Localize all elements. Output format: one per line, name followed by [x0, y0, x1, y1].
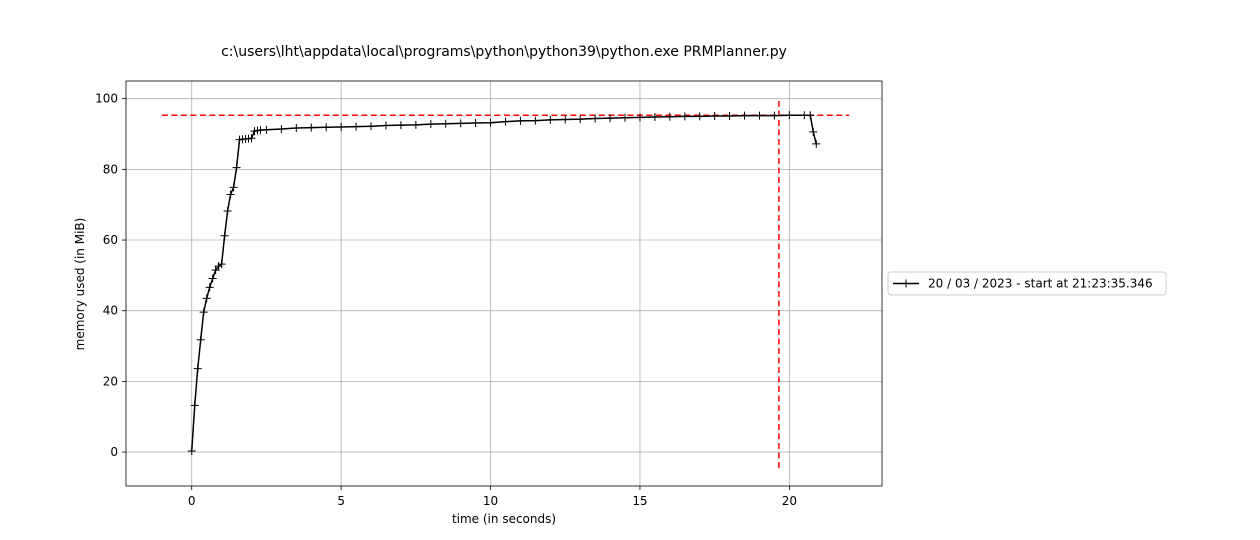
legend: 20 / 03 / 2023 - start at 21:23:35.346	[887, 271, 1167, 296]
data-point-marker	[307, 123, 316, 132]
data-point-marker	[546, 115, 555, 124]
data-point-marker	[322, 123, 331, 132]
data-point-marker	[486, 118, 495, 127]
data-point-marker	[217, 260, 226, 269]
data-point-marker	[809, 127, 818, 136]
data-point-marker	[226, 190, 235, 199]
data-point-marker	[650, 113, 659, 122]
x-tick-label: 20	[782, 494, 797, 508]
x-tick-label: 5	[337, 494, 345, 508]
data-point-marker	[740, 111, 749, 120]
data-point-marker	[292, 124, 301, 133]
data-point-marker	[202, 294, 211, 303]
data-point-marker	[725, 111, 734, 120]
y-tick-label: 40	[103, 304, 118, 318]
data-point-marker	[426, 120, 435, 129]
data-point-marker	[680, 112, 689, 121]
y-tick-label: 100	[95, 92, 118, 106]
data-point-marker	[635, 113, 644, 122]
series-layer	[187, 111, 821, 456]
data-point-marker	[187, 447, 196, 456]
data-point-marker	[621, 113, 630, 122]
data-point-marker	[411, 120, 420, 129]
data-point-marker	[232, 163, 241, 172]
data-point-marker	[220, 231, 229, 240]
data-point-marker	[576, 115, 585, 124]
data-point-marker	[591, 114, 600, 123]
data-point-marker	[223, 207, 232, 216]
data-point-marker	[367, 122, 376, 131]
data-point-marker	[785, 111, 794, 120]
grid-lines	[126, 81, 882, 486]
plot-frame	[125, 80, 883, 487]
data-point-marker	[471, 119, 480, 128]
y-tick-label: 80	[103, 162, 118, 176]
data-point-marker	[381, 121, 390, 130]
data-point-marker	[561, 115, 570, 124]
data-point-marker	[755, 111, 764, 120]
memory-usage-line	[190, 114, 817, 452]
y-tick-label: 0	[110, 445, 118, 459]
y-tick-label: 20	[103, 374, 118, 388]
data-point-marker	[193, 364, 202, 373]
data-point-marker	[190, 401, 199, 410]
data-point-marker	[208, 274, 217, 283]
y-axis-label: memory used (in MiB)	[73, 218, 87, 351]
data-point-marker	[806, 111, 815, 120]
plot-background	[126, 81, 882, 486]
legend-marker-plus	[902, 279, 910, 288]
data-point-marker	[205, 283, 214, 292]
data-point-marker	[262, 125, 271, 134]
x-axis-label: time (in seconds)	[452, 512, 556, 526]
y-axis: 0 20 40 60 80 100	[95, 92, 126, 459]
data-point-marker	[196, 335, 205, 344]
data-point-marker	[456, 119, 465, 128]
data-point-marker	[501, 117, 510, 126]
data-point-marker	[812, 139, 821, 148]
y-tick-label: 60	[103, 233, 118, 247]
data-point-marker	[516, 116, 525, 125]
legend-label: 20 / 03 / 2023 - start at 21:23:35.346	[928, 277, 1153, 291]
data-point-marker	[710, 111, 719, 120]
chart-title: c:\users\lht\appdata\local\programs\pyth…	[221, 44, 787, 60]
data-point-marker	[770, 111, 779, 120]
data-point-marker	[441, 119, 450, 128]
data-point-marker	[695, 112, 704, 121]
x-tick-label: 0	[188, 494, 196, 508]
x-tick-label: 15	[632, 494, 647, 508]
legend-box	[887, 271, 1167, 296]
data-point-marker	[277, 125, 286, 134]
data-point-marker	[247, 134, 256, 143]
data-point-marker	[229, 183, 238, 192]
data-point-marker	[199, 308, 208, 317]
data-point-marker	[396, 121, 405, 130]
x-tick-label: 10	[483, 494, 498, 508]
x-axis: 0 5 10 15 20	[188, 486, 797, 508]
data-point-marker	[531, 116, 540, 125]
data-point-marker	[352, 122, 361, 131]
data-point-marker	[337, 122, 346, 131]
data-point-marker	[665, 112, 674, 121]
data-point-marker	[606, 114, 615, 123]
plot-area	[125, 80, 883, 487]
